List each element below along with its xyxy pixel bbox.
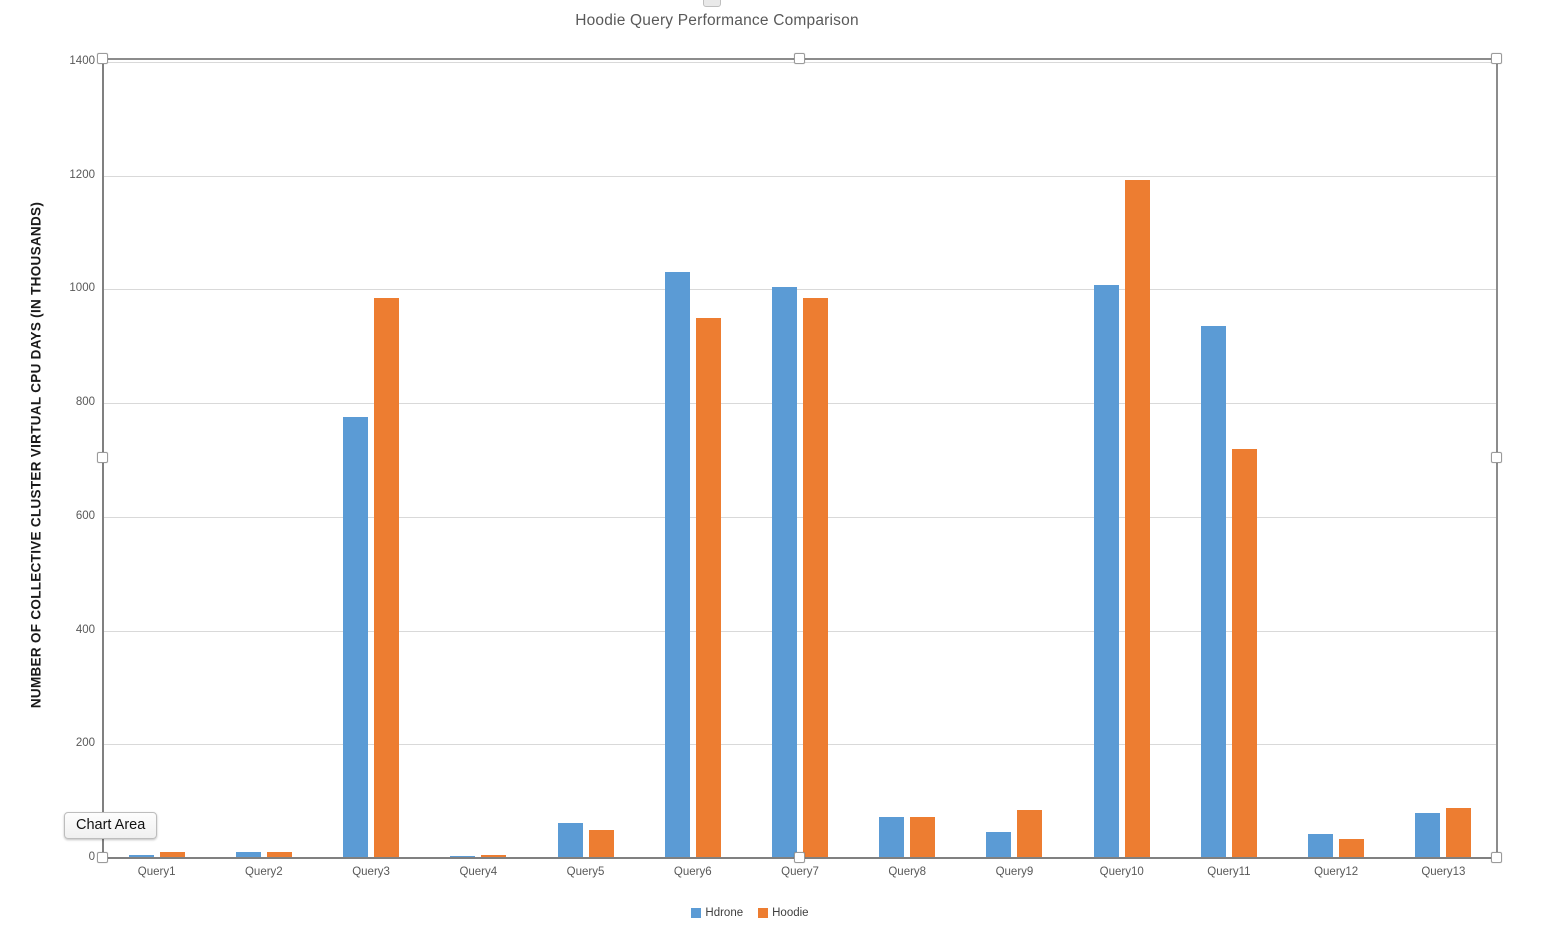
- bar-hdrone-query1[interactable]: [128, 855, 154, 858]
- bar-hdrone-query2[interactable]: [235, 852, 261, 858]
- legend-label-hdrone: Hdrone: [705, 907, 744, 919]
- y-tick-label-1000: 1000: [69, 282, 95, 295]
- bar-hoodie-query1[interactable]: [159, 852, 185, 858]
- bar-hoodie-query5[interactable]: [588, 829, 614, 858]
- bar-hdrone-query11[interactable]: [1200, 326, 1226, 858]
- bar-hoodie-query3[interactable]: [374, 297, 400, 858]
- y-axis-title: NUMBER OF COLLECTIVE CLUSTER VIRTUAL CPU…: [28, 201, 44, 709]
- gridline-800: [103, 403, 1497, 405]
- legend-label-hoodie: Hoodie: [772, 907, 809, 919]
- bar-hoodie-query8[interactable]: [910, 817, 936, 858]
- chart-title: Hoodie Query Performance Comparison: [575, 12, 859, 29]
- y-tick-label-800: 800: [75, 396, 95, 409]
- bar-hoodie-query2[interactable]: [266, 852, 292, 858]
- x-tick-label-query10: Query10: [1099, 866, 1144, 878]
- y-tick-label-600: 600: [75, 509, 95, 522]
- x-tick-label-query1: Query1: [137, 866, 176, 878]
- gridline-1200: [103, 175, 1497, 177]
- y-tick-label-1200: 1200: [69, 168, 95, 181]
- legend-swatch-hdrone: [691, 908, 702, 918]
- bar-hdrone-query13[interactable]: [1415, 812, 1441, 858]
- x-tick-label-query12: Query12: [1314, 866, 1359, 878]
- y-tick-label-200: 200: [75, 737, 95, 750]
- bar-hdrone-query8[interactable]: [879, 817, 905, 858]
- bar-hoodie-query4[interactable]: [481, 855, 507, 858]
- bar-hoodie-query9[interactable]: [1017, 810, 1043, 858]
- x-tick-label-query5: Query5: [566, 866, 605, 878]
- x-tick-label-query13: Query13: [1421, 866, 1466, 878]
- bar-hdrone-query3[interactable]: [343, 417, 369, 858]
- selection-handle-bottom-center[interactable]: [794, 852, 805, 863]
- x-tick-label-query7: Query7: [781, 866, 819, 878]
- gridline-200: [103, 744, 1497, 746]
- bar-hdrone-query5[interactable]: [557, 822, 583, 858]
- chart-area-tooltip: Chart Area: [64, 812, 158, 839]
- bar-hdrone-query12[interactable]: [1308, 834, 1334, 858]
- bar-hdrone-query7[interactable]: [772, 286, 797, 858]
- bar-hdrone-query9[interactable]: [986, 831, 1012, 858]
- selection-handle-top-left[interactable]: [97, 53, 108, 64]
- gridline-600: [103, 516, 1497, 518]
- bar-hoodie-query11[interactable]: [1231, 448, 1257, 858]
- chart-legend[interactable]: Hdrone Hoodie: [570, 907, 930, 919]
- bar-hoodie-query6[interactable]: [695, 317, 721, 858]
- selection-handle-mid-left[interactable]: [97, 452, 108, 463]
- selection-handle-mid-right[interactable]: [1491, 452, 1502, 463]
- x-tick-label-query3: Query3: [352, 866, 390, 878]
- selection-handle-bottom-right[interactable]: [1491, 852, 1502, 863]
- bar-hoodie-query12[interactable]: [1339, 839, 1365, 858]
- x-tick-label-query4: Query4: [459, 866, 498, 878]
- x-tick-label-query11: Query11: [1207, 866, 1251, 878]
- cropped-ui-fragment: [703, 0, 721, 7]
- legend-swatch-hoodie: [758, 908, 769, 918]
- gridline-1000: [103, 289, 1497, 291]
- bar-hdrone-query6[interactable]: [664, 272, 690, 858]
- gridline-400: [103, 630, 1497, 632]
- bar-hdrone-query4[interactable]: [450, 855, 476, 858]
- x-tick-label-query9: Query9: [995, 866, 1034, 878]
- selection-handle-top-right[interactable]: [1491, 53, 1502, 64]
- y-tick-label-1400: 1400: [69, 55, 95, 67]
- selection-handle-bottom-left[interactable]: [97, 852, 108, 863]
- y-tick-label-400: 400: [75, 623, 95, 636]
- x-tick-label-query6: Query6: [673, 866, 712, 878]
- bar-hoodie-query10[interactable]: [1124, 180, 1150, 858]
- bar-hdrone-query10[interactable]: [1093, 284, 1119, 858]
- legend-item-hoodie[interactable]: Hoodie: [758, 907, 809, 919]
- bar-hoodie-query7[interactable]: [803, 297, 828, 858]
- y-tick-label-0: 0: [88, 851, 95, 863]
- legend-item-hdrone[interactable]: Hdrone: [691, 907, 743, 919]
- bar-hoodie-query13[interactable]: [1446, 807, 1472, 858]
- x-tick-label-query2: Query2: [244, 866, 283, 878]
- selection-handle-top-center[interactable]: [794, 53, 805, 64]
- x-tick-label-query8: Query8: [888, 866, 927, 878]
